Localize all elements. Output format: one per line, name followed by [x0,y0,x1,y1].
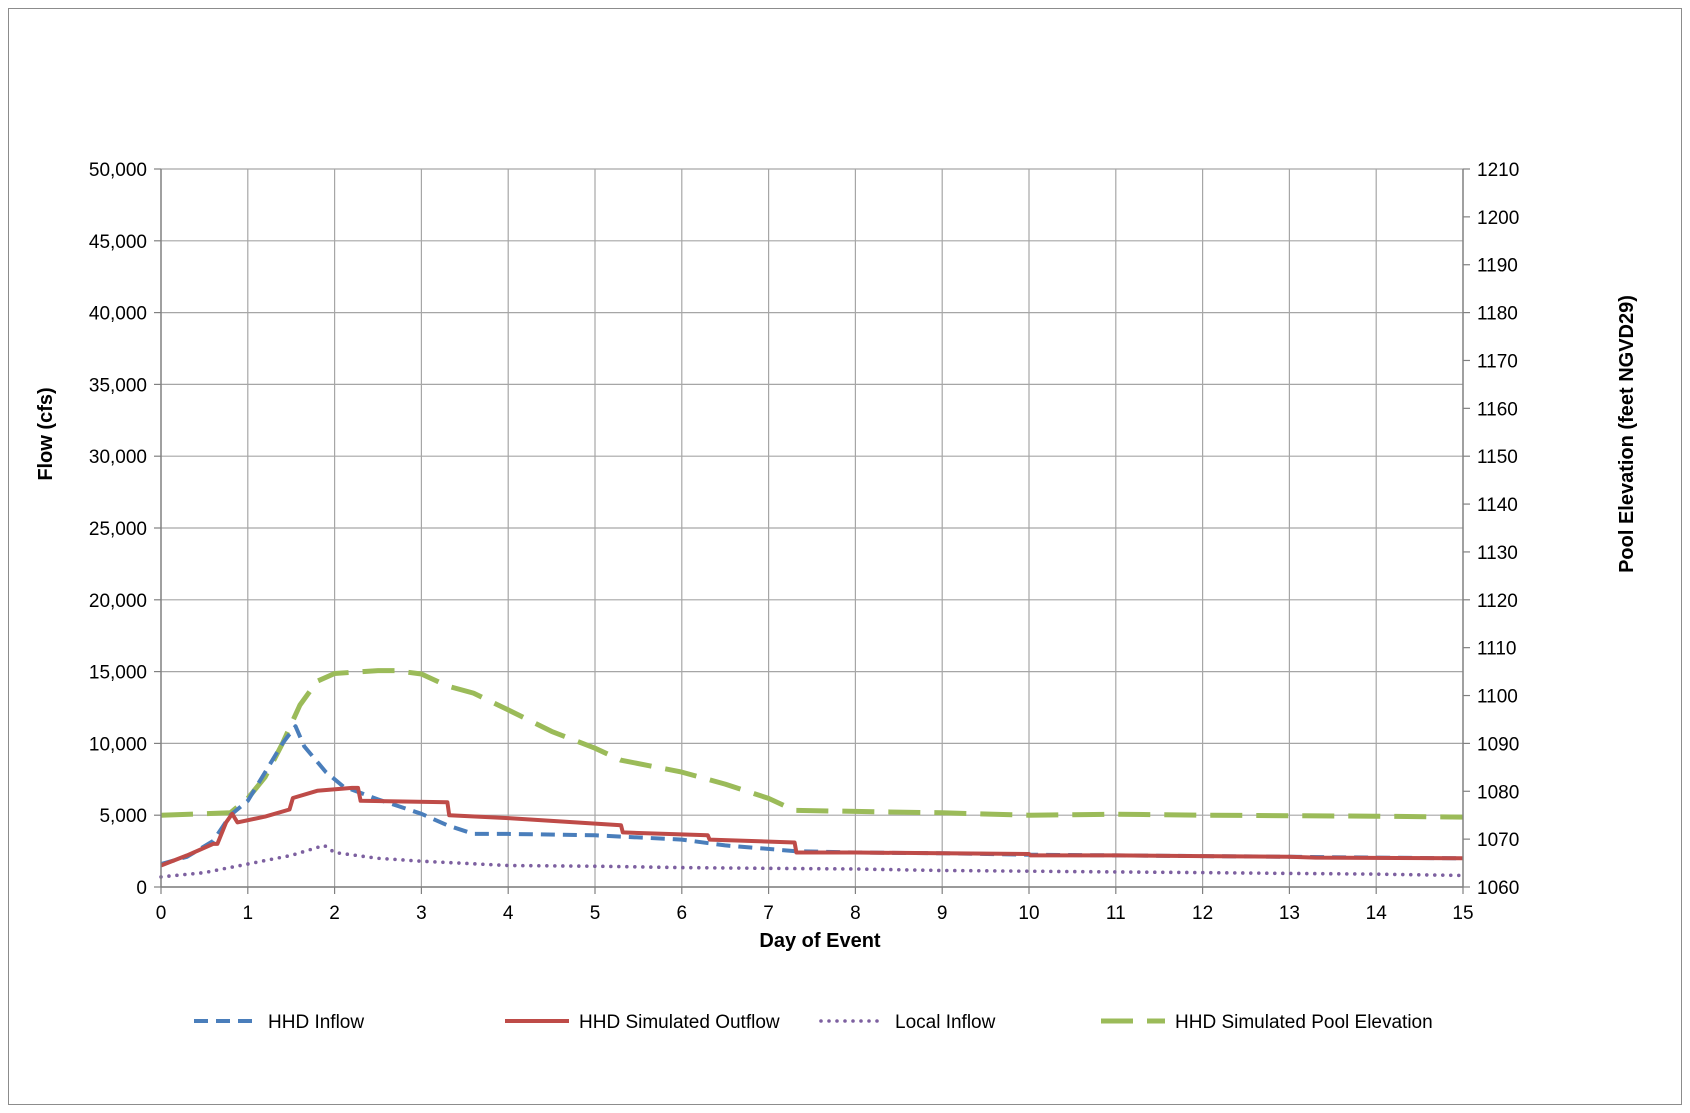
y2-tick-label: 1190 [1477,256,1518,277]
line-chart: 0 1 2 3 4 5 6 7 8 9 10 11 12 13 14 1505,00010,00015,000… [35,160,1638,1033]
y2-tick-label: 1070 [1477,830,1519,851]
y-tick-label: 40,000 [89,304,147,325]
y2-tick-label: 1100 [1477,687,1518,708]
y-tick-label: 50,000 [89,160,147,181]
y2-tick-label: 1110 [1477,639,1516,660]
y-tick-label: 10,000 [89,734,147,755]
x-tick-label: 15 [1452,903,1473,924]
x-tick-label: 1 [243,903,254,924]
x-tick-label: 8 [850,903,861,924]
y-tick-label: 0 [136,878,147,899]
legend: HHD Inflow HHD Simulated Outflow Local Inf… [194,1012,1433,1033]
x-tick-label: 13 [1279,903,1300,924]
y2-tick-label: 1200 [1477,208,1519,229]
x-tick-label: 2 [329,903,340,924]
y-tick-label: 25,000 [89,519,147,540]
y-tick-label: 5,000 [99,806,147,827]
legend-label: HHD Simulated Outflow [579,1012,780,1033]
grid [160,168,1464,888]
y-tick-label: 30,000 [89,447,147,468]
x-tick-label: 10 [1018,903,1039,924]
x-tick-label: 4 [503,903,514,924]
x-tick-label: 5 [590,903,601,924]
y2-axis-title: Pool Elevation (feet NGVD29) [1616,295,1638,573]
axes: 0 1 2 3 4 5 6 7 8 9 10 11 12 13 14 1505,00010,00015,000… [89,160,1519,924]
y2-tick-label: 1130 [1477,543,1518,564]
y2-tick-label: 1090 [1477,734,1519,755]
legend-label: HHD Inflow [268,1012,364,1033]
y2-tick-label: 1080 [1477,782,1519,803]
y2-tick-label: 1170 [1477,351,1518,372]
y2-tick-label: 1160 [1477,399,1518,420]
chart-frame: 0 1 2 3 4 5 6 7 8 9 10 11 12 13 14 15 0 5,000 10,000 15,000… [8,8,1682,1105]
x-tick-label: 14 [1366,903,1388,924]
y-tick-label: 20,000 [89,591,147,612]
y-tick-label: 35,000 [89,375,147,396]
y2-tick-label: 1150 [1477,447,1518,468]
legend-label: Local Inflow [895,1012,996,1033]
y2-tick-label: 1140 [1477,495,1518,516]
y-tick-label: 45,000 [89,232,147,253]
y2-tick-label: 1210 [1477,160,1519,181]
x-tick-label: 12 [1192,903,1213,924]
y2-tick-label: 1120 [1477,591,1518,612]
series-line-hhd-inflow [160,724,1464,866]
y2-tick-label: 1180 [1477,304,1518,325]
series-line-local-inflow [159,843,1465,879]
x-axis-title: Day of Event [759,930,880,952]
y2-tick-label: 1060 [1477,878,1519,899]
x-tick-label: 11 [1106,903,1126,924]
y-tick-label: 15,000 [89,663,147,684]
x-tick-label: 6 [677,903,688,924]
series-line-hhd-simulated-pool-elevation [160,668,1464,820]
legend-label: HHD Simulated Pool Elevation [1175,1012,1433,1033]
x-tick-label: 3 [416,903,427,924]
y-axis-title: Flow (cfs) [35,387,57,480]
x-tick-label: 0 [156,903,167,924]
x-tick-label: 7 [763,903,774,924]
series-layer [159,668,1465,879]
x-tick-label: 9 [937,903,948,924]
series-line-hhd-simulated-outflow [160,785,1464,868]
